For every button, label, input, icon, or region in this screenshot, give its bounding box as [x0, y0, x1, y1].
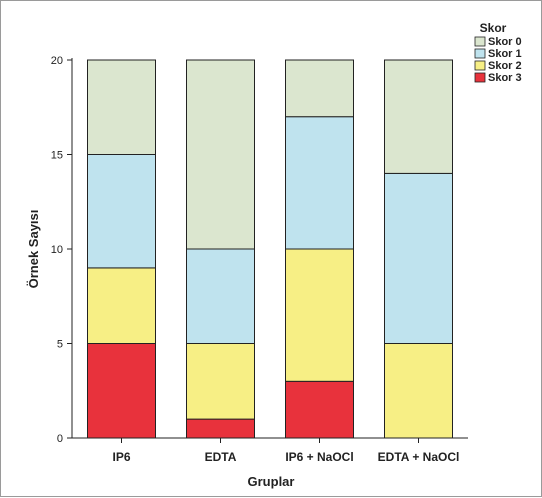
x-tick-label-edta-naocl: EDTA + NaOCl — [378, 450, 460, 464]
bar-segment-skor-1-edta-naocl — [384, 172, 453, 344]
bar-segment-skor-1-ip6 — [87, 154, 156, 269]
bar-segment-skor-3-ip6 — [87, 343, 156, 439]
legend-item-skor-0: Skor 0 — [474, 36, 522, 48]
legend-swatch-skor-2 — [474, 60, 486, 71]
legend-item-skor-1: Skor 1 — [474, 48, 522, 60]
bar-segment-skor-1-edta — [186, 248, 255, 344]
y-tick-label: 20 — [51, 55, 63, 67]
bar-segment-skor-3-edta — [186, 418, 255, 439]
bar-segment-skor-3-ip6-naocl — [285, 380, 354, 439]
x-tick-label-ip6: IP6 — [112, 450, 130, 464]
x-tick-label-ip6-naocl: IP6 + NaOCl — [285, 450, 353, 464]
legend-item-skor-2: Skor 2 — [474, 60, 522, 72]
y-ticks-layer: 0 5 10 15 20 — [51, 55, 72, 445]
bar-segment-skor-2-edta — [186, 343, 255, 420]
bar-segment-skor-0-ip6 — [87, 59, 156, 155]
axes-layer — [71, 58, 468, 439]
y-tick-label: 5 — [57, 339, 63, 351]
bar-segment-skor-2-ip6-naocl — [285, 248, 354, 382]
bar-segment-skor-2-edta-naocl — [384, 343, 453, 439]
legend-label-skor-3: Skor 3 — [488, 72, 522, 84]
x-tick-label-edta: EDTA — [205, 450, 237, 464]
legend-label-skor-2: Skor 2 — [488, 60, 522, 72]
legend-label-skor-1: Skor 1 — [488, 48, 522, 60]
bar-segment-skor-2-ip6 — [87, 267, 156, 344]
y-tick-label: 10 — [51, 244, 63, 256]
y-tick-label: 0 — [57, 433, 63, 445]
legend-title: Skor — [480, 21, 507, 35]
x-axis-title: Gruplar — [248, 474, 295, 489]
legend-label-skor-0: Skor 0 — [488, 36, 522, 48]
bar-segment-skor-0-edta-naocl — [384, 59, 453, 174]
legend-swatch-skor-1 — [474, 48, 486, 59]
bar-segment-skor-0-ip6-naocl — [285, 59, 354, 118]
bars-layer — [87, 59, 453, 439]
legend-item-skor-3: Skor 3 — [474, 72, 522, 84]
bar-segment-skor-0-edta — [186, 59, 255, 250]
bar-segment-skor-1-ip6-naocl — [285, 116, 354, 250]
legend-swatch-skor-3 — [474, 72, 486, 83]
legend-swatch-skor-0 — [474, 36, 486, 47]
y-tick-label: 15 — [51, 150, 63, 162]
y-axis-title: Örnek Sayısı — [26, 210, 41, 289]
x-ticks-layer: IP6 EDTA IP6 + NaOCl EDTA + NaOCl — [112, 438, 459, 464]
